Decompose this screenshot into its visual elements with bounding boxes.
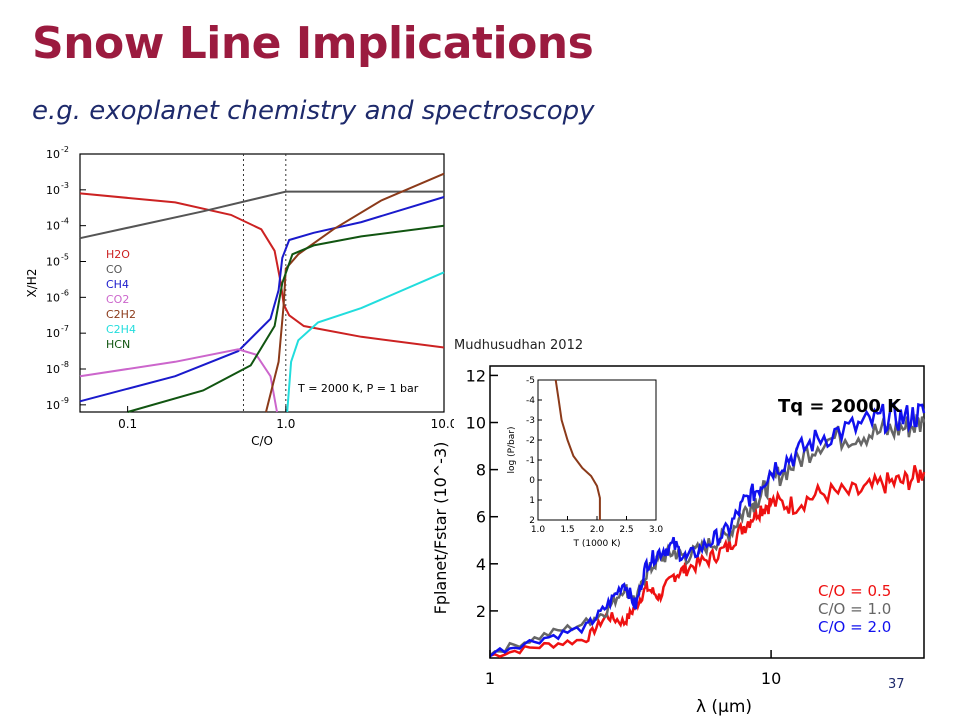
legend-entry-h2o: H2O: [106, 248, 130, 261]
chart1-ytick-label: 10: [46, 363, 60, 376]
chart1-ytick-exponent: -4: [61, 217, 69, 226]
chart1-xtick-label: 10.0: [431, 417, 454, 431]
figure-credit: Mudhusudhan 2012: [454, 338, 584, 353]
chart1-xtick-label: 1.0: [276, 417, 295, 431]
slide-title: Snow Line Implications: [32, 18, 594, 69]
chart2-xlabel: λ (μm): [696, 697, 752, 717]
legend-entry-co2: CO2: [106, 293, 129, 306]
series-line-c2h4: [286, 271, 445, 413]
legend-entry-c2h4: C2H4: [106, 323, 136, 336]
legend-entry-c2h2: C2H2: [106, 308, 136, 321]
inset-ytick-label: -3: [526, 416, 535, 426]
chart2-xtick-label: 1: [485, 669, 495, 688]
chart1-ytick-label: 10: [46, 220, 60, 233]
chart1-ytick-label: 10: [46, 148, 60, 161]
abundance-chart: 0.1 1.0 10.010-210-310-410-510-610-710-810…: [25, 145, 454, 448]
legend-entry-spectrum: C/O = 1.0: [818, 600, 891, 618]
legend-entry-spectrum: C/O = 0.5: [818, 582, 891, 600]
chart1-ytick-label: 10: [46, 291, 60, 304]
spectrum-line: [489, 465, 926, 658]
chart1-annotation: T = 2000 K, P = 1 bar: [297, 382, 419, 395]
chart2-ytick-label: 2: [476, 602, 486, 621]
inset-xtick-label: 2.0: [590, 525, 605, 535]
chart1-ytick-label: 10: [46, 327, 60, 340]
chart1-ytick-exponent: -8: [61, 360, 69, 369]
legend-entry-co: CO: [106, 263, 123, 276]
chart2-xtick-label: 10: [761, 669, 781, 688]
series-line-h2o: [79, 192, 445, 349]
inset-xlabel: T (1000 K): [572, 539, 620, 549]
chart2-ylabel: Fplanet/Fstar (10^-3): [431, 442, 450, 615]
chart1-ytick-exponent: -3: [61, 181, 69, 190]
inset-xtick-label: 3.0: [649, 525, 664, 535]
chart2-ytick-label: 12: [466, 366, 486, 385]
inset-ytick-label: 0: [529, 476, 535, 486]
legend-entry-spectrum: C/O = 2.0: [818, 618, 891, 636]
series-line-ch4: [79, 196, 445, 403]
series-line-co: [79, 190, 444, 240]
chart1-ytick-label: 10: [46, 256, 60, 269]
chart1-xtick-label: 0.1: [118, 417, 137, 431]
inset-ylabel: log (P/bar): [507, 427, 517, 474]
spectrum-line: [489, 402, 926, 658]
inset-ytick-label: 1: [529, 496, 535, 506]
chart2-plot-frame: [489, 365, 925, 659]
inset-ytick-label: 2: [529, 516, 535, 526]
chart1-ytick-label: 10: [46, 184, 60, 197]
chart1-ytick-exponent: -2: [61, 145, 69, 154]
inset-ytick-label: -2: [526, 436, 535, 446]
chart2-ytick-label: 4: [476, 555, 486, 574]
chart2-ytick-label: 6: [476, 508, 486, 527]
inset-xtick-label: 2.5: [619, 525, 633, 535]
inset-ytick-label: -5: [526, 376, 535, 386]
chart1-ytick-exponent: -6: [61, 288, 69, 297]
legend-entry-ch4: CH4: [106, 278, 129, 291]
inset-xtick-label: 1.5: [560, 525, 574, 535]
series-line-c2h2: [265, 172, 445, 413]
inset-ytick-label: -4: [526, 396, 535, 406]
chart2-annotation: Tq = 2000 K: [778, 396, 902, 417]
inset-ytick-label: -1: [526, 456, 535, 466]
page-number: 37: [888, 677, 905, 692]
series-line-co2: [79, 348, 278, 413]
chart1-xlabel: C/O: [251, 434, 273, 448]
inset-pt-profile-line: [554, 379, 601, 520]
spectrum-line: [489, 413, 926, 657]
inset-xtick-label: 1.0: [531, 525, 546, 535]
chart1-ytick-label: 10: [46, 399, 60, 412]
series-line-hcn: [127, 224, 445, 413]
chart1-ytick-exponent: -7: [61, 324, 69, 333]
inset-frame: [537, 379, 657, 521]
chart1-ytick-exponent: -5: [61, 253, 69, 262]
slide-subtitle: e.g. exoplanet chemistry and spectroscop…: [32, 96, 595, 126]
chart2-ytick-label: 10: [466, 414, 486, 433]
chart1-plot-frame: [79, 153, 445, 413]
legend-entry-hcn: HCN: [106, 338, 130, 351]
chart2-ytick-label: 8: [476, 461, 486, 480]
chart1-ylabel: X/H2: [25, 269, 39, 298]
chart1-ytick-exponent: -9: [61, 396, 69, 405]
